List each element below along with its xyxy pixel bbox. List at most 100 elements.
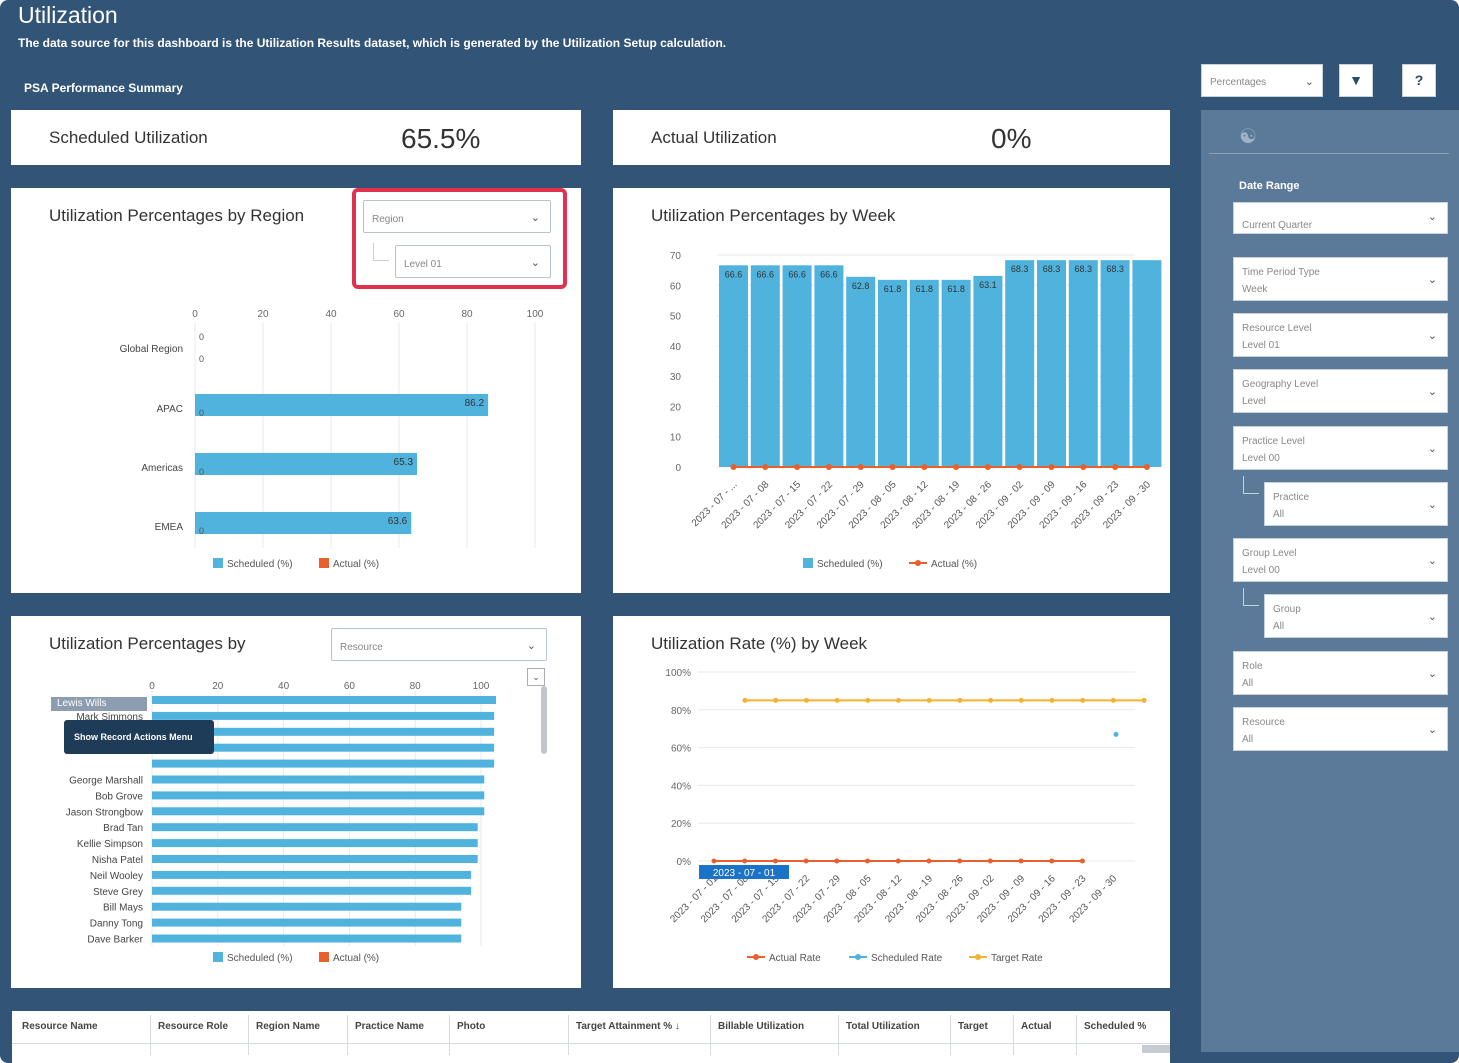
- filter-select[interactable]: Group All ⌄: [1264, 594, 1448, 638]
- category-label: EMEA: [155, 522, 184, 533]
- series-marker: [1018, 697, 1024, 703]
- bar-scheduled: [152, 807, 485, 816]
- series-marker: [1018, 858, 1024, 864]
- column-header[interactable]: Photo: [457, 1021, 486, 1032]
- region-chart-title: Utilization Percentages by Region: [49, 206, 305, 225]
- series-marker: [1049, 697, 1055, 703]
- filter-select[interactable]: Practice All ⌄: [1264, 482, 1448, 526]
- category-label: Nisha Patel: [92, 855, 143, 866]
- data-label: 61.8: [916, 284, 934, 294]
- series-marker: [926, 858, 932, 864]
- bar-scheduled: [195, 394, 489, 416]
- page-subtitle: The data source for this dashboard is th…: [18, 36, 727, 50]
- filter-select[interactable]: Resource All ⌄: [1233, 707, 1448, 751]
- category-label: Americas: [141, 463, 183, 474]
- highlighted-row-label[interactable]: Lewis Wills: [51, 697, 147, 711]
- resource-dimension-value: Resource: [340, 642, 383, 653]
- y-tick-label: 40%: [671, 781, 691, 792]
- bar-scheduled: [814, 265, 844, 467]
- bar-scheduled: [152, 839, 478, 848]
- bar-scheduled: [878, 279, 907, 467]
- week-chart-card: Utilization Percentages by Week 0 10 20 30 4…: [613, 188, 1170, 593]
- kpi-actual: Actual Utilization 0%: [613, 110, 1170, 165]
- divider: [1209, 153, 1449, 154]
- filter-select[interactable]: Resource Level Level 01 ⌄: [1233, 313, 1448, 357]
- filter-label: Practice Level: [1242, 436, 1305, 447]
- filter-value: Level: [1242, 396, 1266, 407]
- resource-dimension-select[interactable]: Resource ⌄: [331, 628, 547, 661]
- column-header[interactable]: Resource Role: [158, 1021, 229, 1032]
- record-actions-tooltip[interactable]: Show Record Actions Menu: [64, 720, 214, 754]
- x-tick-label: 20: [257, 309, 269, 320]
- bar-scheduled: [152, 934, 462, 943]
- data-label: 86.2: [465, 398, 485, 409]
- funnel-icon: ▼: [1349, 72, 1363, 88]
- page-title: Utilization: [18, 2, 118, 28]
- series-marker: [988, 697, 994, 703]
- bar-scheduled: [152, 918, 462, 927]
- column-header[interactable]: Scheduled %: [1084, 1021, 1147, 1032]
- y-tick-label: 100%: [665, 668, 691, 679]
- chart-scrollbar[interactable]: [541, 686, 547, 754]
- column-header[interactable]: Billable Utilization: [718, 1021, 805, 1032]
- filter-select[interactable]: Current Quarter ⌄: [1233, 202, 1448, 234]
- category-label: APAC: [157, 404, 184, 415]
- column-header[interactable]: Practice Name: [355, 1021, 424, 1032]
- column-header[interactable]: Target: [958, 1021, 988, 1032]
- help-button[interactable]: ?: [1402, 64, 1436, 97]
- chevron-down-icon: ⌄: [1427, 330, 1437, 342]
- column-header[interactable]: Region Name: [256, 1021, 320, 1032]
- region-dimension-select[interactable]: Region ⌄: [363, 200, 551, 233]
- filter-select[interactable]: Group Level Level 00 ⌄: [1233, 538, 1448, 582]
- filter-label: Practice: [1273, 492, 1310, 503]
- category-label: Steve Grey: [93, 887, 143, 898]
- series-marker: [834, 697, 840, 703]
- column-header[interactable]: Total Utilization: [846, 1021, 920, 1032]
- chevron-down-icon: ⌄: [1427, 499, 1437, 511]
- breadcrumb[interactable]: PSA Performance Summary: [24, 81, 183, 95]
- bar-scheduled: [195, 453, 418, 475]
- view-select[interactable]: Percentages ⌄: [1201, 64, 1323, 97]
- series-marker: [773, 697, 779, 703]
- column-header[interactable]: Actual: [1021, 1021, 1052, 1032]
- filter-select[interactable]: Role All ⌄: [1233, 651, 1448, 695]
- column-header[interactable]: Target Attainment % ↓: [576, 1021, 680, 1032]
- series-marker: [803, 858, 809, 864]
- kpi-scheduled-label: Scheduled Utilization: [49, 128, 208, 147]
- collapse-toggle[interactable]: ⌄: [527, 668, 545, 686]
- filter-select[interactable]: Time Period Type Week ⌄: [1233, 257, 1448, 301]
- series-marker: [865, 858, 870, 864]
- filter-select[interactable]: Practice Level Level 00 ⌄: [1233, 426, 1448, 470]
- resource-chart-title: Utilization Percentages by: [49, 634, 246, 653]
- kpi-actual-label: Actual Utilization: [651, 128, 777, 147]
- legend-swatch: [213, 558, 223, 568]
- kpi-scheduled-value: 65.5%: [401, 123, 481, 154]
- legend-label: Scheduled (%): [227, 953, 293, 964]
- data-label: 68.3: [1043, 264, 1061, 274]
- category-label: Global Region: [120, 344, 183, 355]
- data-label: 66.6: [757, 269, 775, 279]
- bar-scheduled: [973, 275, 1003, 467]
- column-header[interactable]: Resource Name: [22, 1021, 98, 1032]
- bar-scheduled: [152, 902, 462, 911]
- filter-value: All: [1242, 678, 1254, 689]
- filter-select[interactable]: Geography Level Level ⌄: [1233, 369, 1448, 413]
- kpi-scheduled: Scheduled Utilization 65.5%: [11, 110, 581, 165]
- filter-label: Resource Level: [1242, 323, 1312, 334]
- actual-label: 0: [199, 408, 204, 418]
- region-level-select[interactable]: Level 01 ⌄: [395, 245, 551, 278]
- series-marker: [926, 697, 932, 703]
- chevron-down-icon: ⌄: [1427, 443, 1437, 455]
- bar-scheduled: [152, 759, 495, 768]
- kpi-actual-value: 0%: [991, 123, 1032, 154]
- series-marker: [772, 858, 778, 864]
- filter-button[interactable]: ▼: [1339, 64, 1373, 97]
- x-tick-label: 80: [410, 681, 422, 692]
- category-label: Kellie Simpson: [77, 839, 143, 850]
- column-divider: [449, 1015, 450, 1055]
- table-scrollbar[interactable]: [1142, 1045, 1170, 1053]
- column-divider: [950, 1015, 951, 1055]
- legend-swatch: [319, 952, 329, 962]
- y-tick-label: 40: [670, 342, 682, 353]
